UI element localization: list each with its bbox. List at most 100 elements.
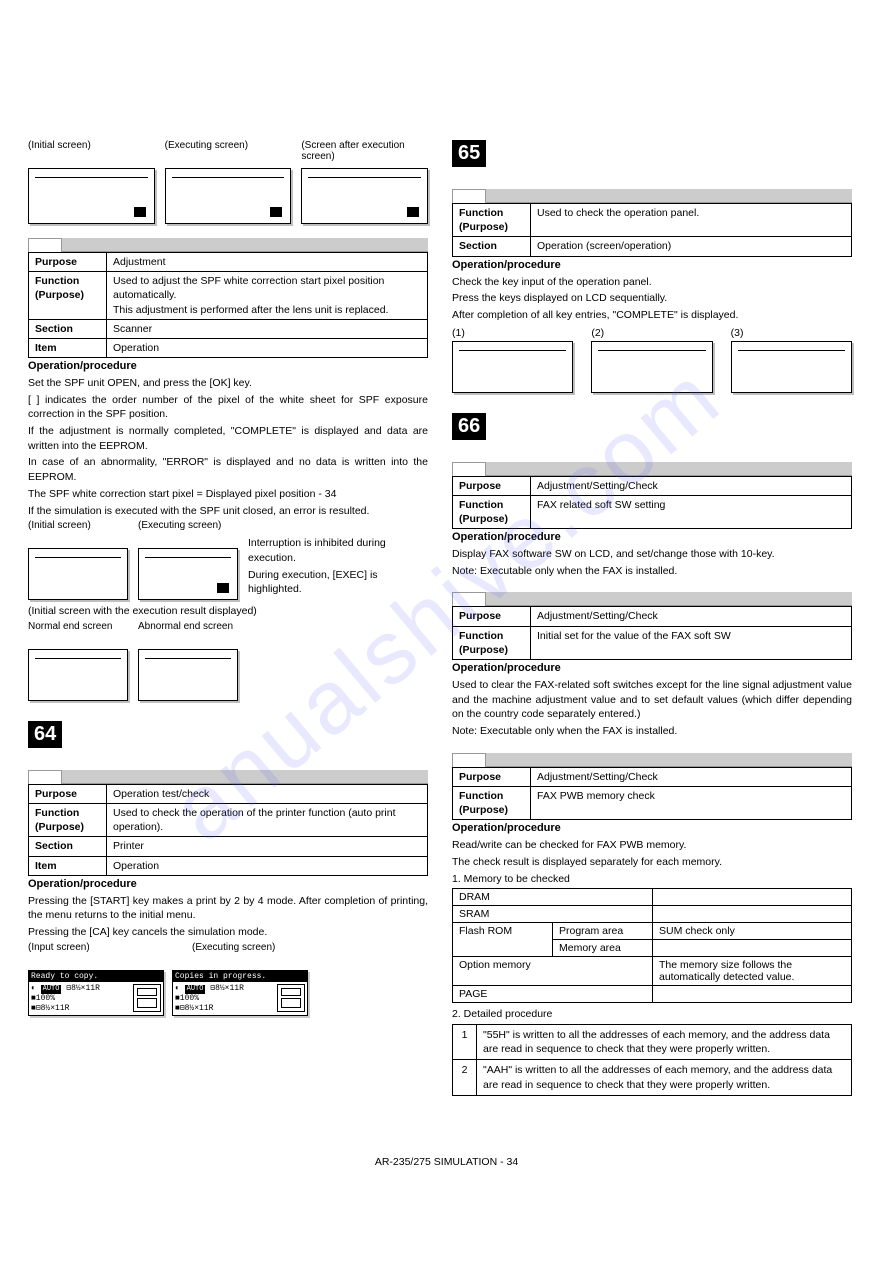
cell-value: Adjustment/Setting/Check: [531, 476, 852, 495]
mem-cell: The memory size follows the automaticall…: [653, 957, 852, 986]
cell-value: Operation (screen/operation): [531, 237, 852, 256]
info-table-66a: PurposeAdjustment/Setting/Check Function…: [452, 476, 852, 530]
cell-value: FAX related soft SW setting: [531, 495, 852, 528]
body-text: If the adjustment is normally completed,…: [28, 424, 428, 453]
proc-num: 1: [453, 1025, 477, 1060]
side-note: Interruption is inhibited during executi…: [248, 536, 428, 565]
cell-label: Function (Purpose): [29, 272, 107, 320]
lcd-title: Ready to copy.: [29, 971, 163, 983]
cell-value: Operation: [107, 856, 428, 875]
proc-text: "55H" is written to all the addresses of…: [477, 1025, 852, 1060]
screen-label: (Initial screen): [28, 140, 155, 164]
tab-bar: [28, 770, 428, 784]
cell-value: Adjustment/Setting/Check: [531, 607, 852, 626]
lcd-screen-1: Ready to copy. ◐ AUTO ⊟8½×11R ■100% ■⊟8½…: [28, 970, 164, 1016]
cell-label: Item: [29, 856, 107, 875]
screen-box: [28, 649, 128, 701]
screen-box: [165, 168, 292, 224]
lcd-text: ■⊟8½×11R: [175, 1004, 277, 1014]
body-text: Note: Executable only when the FAX is in…: [452, 724, 852, 739]
lcd-text: ◐: [31, 984, 36, 993]
section-number-64: 64: [28, 721, 62, 748]
cell-value: Used to adjust the SPF white correction …: [107, 272, 428, 320]
screen-label: (3): [731, 327, 852, 339]
screen-label: Abnormal end screen: [138, 621, 238, 645]
page-footer: AR-235/275 SIMULATION - 34: [0, 1156, 893, 1208]
info-table-1: PurposeAdjustment Function (Purpose)Used…: [28, 252, 428, 358]
lcd-text: ⊟8½×11R: [66, 984, 100, 993]
cell-value: Adjustment: [107, 253, 428, 272]
screen-row-2: (Initial screen) (Executing screen) Inte…: [28, 520, 428, 600]
cell-value: Adjustment/Setting/Check: [531, 767, 852, 786]
lcd-badge: AUTO: [41, 985, 62, 993]
screen-label: (2): [591, 327, 712, 339]
cell-label: Purpose: [29, 784, 107, 803]
screen-label: (Executing screen): [165, 140, 292, 164]
tab-bar: [452, 462, 852, 476]
body-text: After completion of all key entries, "CO…: [452, 308, 852, 323]
lcd-screen-2: Copies in progress. ◐ AUTO ⊟8½×11R ■100%…: [172, 970, 308, 1016]
section-number-66: 66: [452, 413, 486, 440]
tab-bar: [28, 238, 428, 252]
lcd-text: ◐: [175, 984, 180, 993]
cell-value: Operation: [107, 338, 428, 357]
operation-procedure-heading: Operation/procedure: [452, 531, 852, 543]
operation-procedure-heading: Operation/procedure: [452, 822, 852, 834]
body-text: Press the keys displayed on LCD sequenti…: [452, 291, 852, 306]
body-text: Read/write can be checked for FAX PWB me…: [452, 838, 852, 853]
body-text: Set the SPF unit OPEN, and press the [OK…: [28, 376, 428, 391]
operation-procedure-heading: Operation/procedure: [28, 360, 428, 372]
screen-box: [301, 168, 428, 224]
proc-num: 2: [453, 1060, 477, 1095]
screen-box: [591, 341, 712, 393]
body-text: Check the key input of the operation pan…: [452, 275, 852, 290]
screen-label: (Executing screen): [138, 520, 238, 544]
info-table-2: PurposeOperation test/check Function (Pu…: [28, 784, 428, 876]
lcd-title: Copies in progress.: [173, 971, 307, 983]
lcd-badge: AUTO: [185, 985, 206, 993]
operation-procedure-heading: Operation/procedure: [28, 878, 428, 890]
info-table-66c: PurposeAdjustment/Setting/Check Function…: [452, 767, 852, 821]
lcd-label: (Input screen): [28, 942, 164, 966]
lcd-text: ⊟8½×11R: [210, 984, 244, 993]
printer-icon: [133, 984, 161, 1012]
left-column: (Initial screen) (Executing screen) (Scr…: [28, 140, 428, 1096]
right-column: 65 Function (Purpose)Used to check the o…: [452, 140, 852, 1096]
lcd-text: ■100%: [175, 994, 277, 1004]
cell-label: Purpose: [29, 253, 107, 272]
mem-cell: Option memory: [453, 957, 653, 986]
screen-label: (Screen after execution screen): [301, 140, 428, 164]
printer-icon: [277, 984, 305, 1012]
screen-box: [28, 548, 128, 600]
screen-row-3: Normal end screen Abnormal end screen: [28, 621, 428, 701]
section-number-65: 65: [452, 140, 486, 167]
cell-label: Function (Purpose): [29, 804, 107, 837]
operation-procedure-heading: Operation/procedure: [452, 662, 852, 674]
procedure-heading: 2. Detailed procedure: [452, 1007, 852, 1022]
memory-heading: 1. Memory to be checked: [452, 872, 852, 887]
mem-cell: PAGE: [453, 986, 653, 1003]
body-text: Display FAX software SW on LCD, and set/…: [452, 547, 852, 562]
cell-value: Scanner: [107, 319, 428, 338]
lcd-row: Ready to copy. ◐ AUTO ⊟8½×11R ■100% ■⊟8½…: [28, 970, 428, 1016]
triple-screen-row: (1) (2) (3): [452, 327, 852, 393]
cell-label: Function (Purpose): [453, 204, 531, 237]
lcd-text: ■100%: [31, 994, 133, 1004]
cell-label: Purpose: [453, 607, 531, 626]
screen-box: [452, 341, 573, 393]
cell-label: Section: [29, 319, 107, 338]
page-body: (Initial screen) (Executing screen) (Scr…: [0, 0, 893, 1136]
lcd-text: ■⊟8½×11R: [31, 1004, 133, 1014]
screen-box: [731, 341, 852, 393]
body-text: In case of an abnormality, "ERROR" is di…: [28, 455, 428, 484]
mem-cell: Memory area: [553, 940, 653, 957]
screen-label: (1): [452, 327, 573, 339]
screens3-title: (Initial screen with the execution resul…: [28, 604, 428, 619]
cell-label: Function (Purpose): [453, 786, 531, 819]
screen-box: [28, 168, 155, 224]
body-text: [ ] indicates the order number of the pi…: [28, 393, 428, 422]
proc-text: "AAH" is written to all the addresses of…: [477, 1060, 852, 1095]
body-text: If the simulation is executed with the S…: [28, 504, 428, 519]
cell-label: Section: [29, 837, 107, 856]
cell-value: Initial set for the value of the FAX sof…: [531, 626, 852, 659]
